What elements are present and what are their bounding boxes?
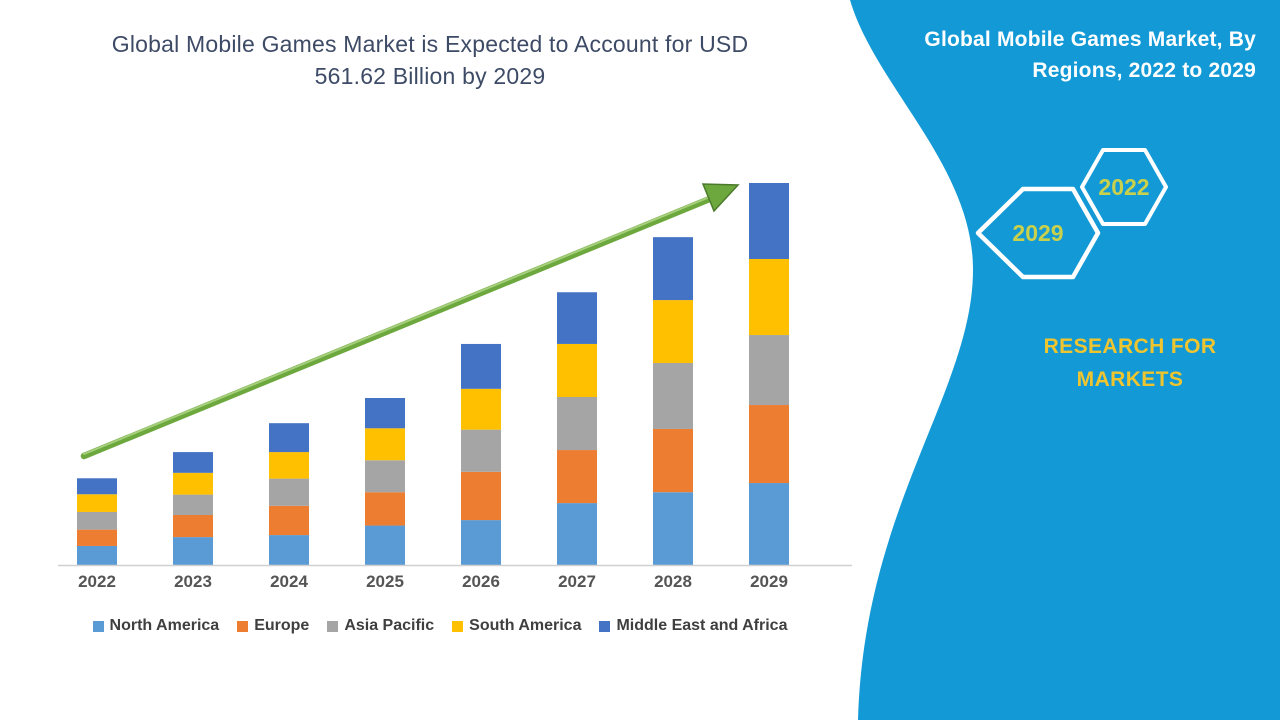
legend-marker-europe: [237, 620, 249, 632]
brand-line-2: MARKETS: [1076, 368, 1184, 391]
hexagon-2022: 2022: [1080, 148, 1168, 226]
x-axis-label-2028: 2028: [654, 572, 692, 591]
bar-segment-asia-pacific-2023: [173, 494, 213, 516]
bar-segment-north-america-2027: [557, 503, 597, 565]
x-axis-label-2029: 2029: [750, 572, 788, 591]
legend-label: North America: [109, 617, 220, 634]
bar-segment-south-america-2026: [461, 388, 501, 430]
bar-segment-south-america-2024: [269, 452, 309, 479]
hexagon-2029: 2029: [975, 186, 1101, 280]
legend-marker-middle-east-and-africa: [599, 620, 611, 632]
x-axis-label-2024: 2024: [270, 572, 308, 591]
bar-segment-europe-2026: [461, 471, 501, 521]
bar-segment-south-america-2028: [653, 300, 693, 363]
x-axis-label-2027: 2027: [558, 572, 596, 591]
chart-legend: North America Europe Asia Pacific South Ame…: [0, 617, 880, 635]
x-axis-label-2025: 2025: [366, 572, 404, 591]
bar-segment-middle-east-and-africa-2026: [461, 343, 501, 389]
bar-segment-north-america-2024: [269, 535, 309, 565]
bar-segment-asia-pacific-2022: [77, 511, 117, 530]
legend-label: South America: [469, 617, 582, 634]
bar-segment-middle-east-and-africa-2025: [365, 398, 405, 429]
bar-segment-north-america-2029: [749, 483, 789, 565]
bar-segment-europe-2023: [173, 515, 213, 538]
sidebar-title: Global Mobile Games Market, By Regions, …: [924, 28, 1256, 82]
bar-segment-asia-pacific-2027: [557, 396, 597, 451]
legend-marker-south-america: [452, 620, 464, 632]
bar-segment-north-america-2028: [653, 492, 693, 565]
bar-segment-south-america-2029: [749, 258, 789, 336]
legend-label: Europe: [254, 617, 310, 634]
chart-title: Global Mobile Games Market is Expected t…: [111, 31, 749, 89]
bar-segment-middle-east-and-africa-2029: [749, 183, 789, 259]
legend-label: Asia Pacific: [344, 617, 435, 634]
hexagon-2029-label: 2029: [1012, 220, 1063, 246]
bar-segment-europe-2025: [365, 492, 405, 526]
x-axis-label-2023: 2023: [174, 572, 212, 591]
legend-item-asia-pacific: Asia Pacific: [327, 617, 434, 635]
bar-segment-asia-pacific-2024: [269, 478, 309, 506]
legend-label: Middle East and Africa: [616, 617, 788, 634]
bar-segment-middle-east-and-africa-2023: [173, 452, 213, 473]
bar-segment-south-america-2025: [365, 428, 405, 461]
bar-segment-europe-2028: [653, 428, 693, 493]
bar-segment-europe-2029: [749, 405, 789, 484]
bar-segment-north-america-2022: [77, 545, 117, 565]
trend-arrow: [80, 183, 740, 460]
bar-segment-asia-pacific-2026: [461, 429, 501, 472]
sidebar-panel-shape: [850, 0, 1280, 720]
legend-item-middle-east-and-africa: Middle East and Africa: [599, 617, 787, 635]
legend-item-north-america: North America: [92, 617, 220, 635]
bar-segment-middle-east-and-africa-2028: [653, 237, 693, 301]
bar-segment-europe-2027: [557, 450, 597, 504]
legend-item-europe: Europe: [237, 617, 309, 635]
hexagon-2022-label: 2022: [1098, 174, 1149, 200]
bar-segment-asia-pacific-2025: [365, 460, 405, 493]
brand-line-1: RESEARCH FOR: [1043, 335, 1217, 358]
bar-segment-asia-pacific-2028: [653, 362, 693, 429]
x-axis-label-2022: 2022: [78, 572, 116, 591]
bar-segment-middle-east-and-africa-2027: [557, 292, 597, 344]
trend-arrow-head: [701, 183, 740, 213]
bar-segment-north-america-2023: [173, 537, 213, 565]
bar-segment-asia-pacific-2029: [749, 335, 789, 406]
bar-segment-north-america-2025: [365, 525, 405, 565]
bar-segment-europe-2024: [269, 505, 309, 536]
brand-text: RESEARCH FOR MARKETS: [990, 330, 1270, 396]
legend-marker-asia-pacific: [327, 620, 339, 632]
sidebar-panel: 2029 2022: [850, 0, 1280, 720]
trend-arrow-shaft: [80, 194, 716, 460]
legend-marker-north-america: [92, 620, 104, 632]
trend-arrow-shaft-highlight: [83, 195, 713, 455]
bar-segment-middle-east-and-africa-2024: [269, 423, 309, 453]
bars-group: [77, 183, 789, 565]
bar-segment-europe-2022: [77, 529, 117, 546]
bar-segment-middle-east-and-africa-2022: [77, 478, 117, 495]
hexagon-2029-outline: [975, 186, 1101, 280]
legend-item-south-america: South America: [452, 617, 581, 635]
bar-segment-south-america-2023: [173, 472, 213, 495]
bar-segment-south-america-2027: [557, 343, 597, 397]
hexagon-2022-outline: [1080, 148, 1168, 226]
bar-segment-south-america-2022: [77, 494, 117, 512]
x-axis-label-2026: 2026: [462, 572, 500, 591]
x-axis-labels: 2022 2023 2024 2025 2026 2027 2028 2029: [0, 572, 870, 596]
bar-segment-north-america-2026: [461, 520, 501, 565]
